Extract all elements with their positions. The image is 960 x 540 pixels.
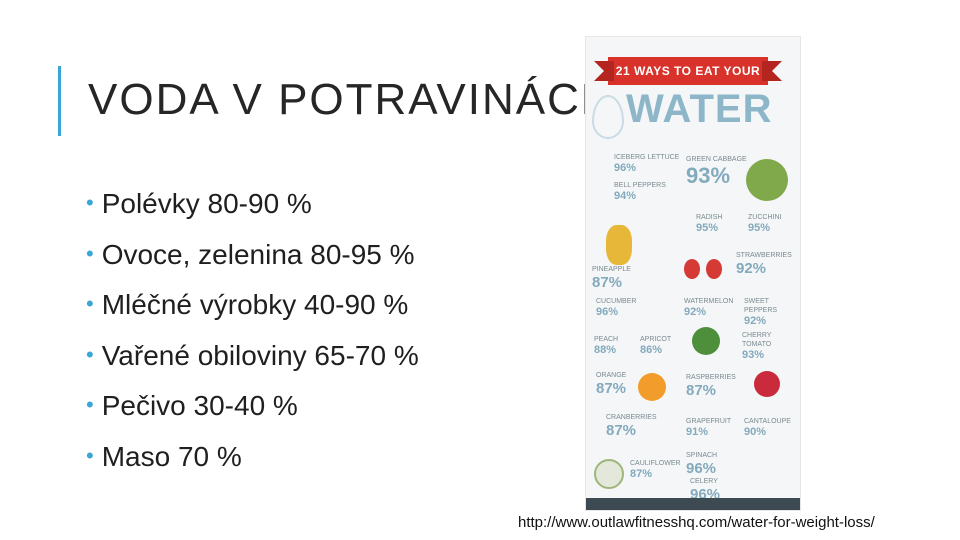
bullet-text: Maso 70 %: [101, 440, 242, 472]
infographic-item: PEACH 88%: [594, 336, 619, 356]
bullet-item: • Pečivo 30-40 %: [86, 382, 419, 433]
bullet-dot-icon: •: [86, 190, 94, 215]
infographic-item: CANTALOUPE 90%: [744, 418, 791, 438]
bullet-text: Ovoce, zelenina 80-95 %: [101, 238, 415, 270]
bullet-text: Vařené obiloviny 65-70 %: [101, 339, 419, 371]
source-link[interactable]: http://www.outlawfitnesshq.com/water-for…: [518, 514, 875, 531]
bullet-item: • Mléčné výrobky 40-90 %: [86, 281, 419, 332]
infographic-item: ZUCCHINI 95%: [748, 214, 782, 234]
infographic-item: BELL PEPPERS 94%: [614, 182, 666, 202]
bullet-dot-icon: •: [86, 392, 94, 417]
strawberry-icon: [684, 259, 700, 279]
infographic-item: APRICOT 86%: [640, 336, 672, 356]
bullet-dot-icon: •: [86, 341, 94, 367]
infographic-headline: WATER: [626, 87, 773, 131]
bullet-dot-icon: •: [86, 291, 94, 316]
infographic-item: PINEAPPLE 87%: [592, 266, 631, 291]
bullet-item: • Ovoce, zelenina 80-95 %: [86, 231, 419, 282]
bullet-text: Polévky 80-90 %: [101, 188, 312, 219]
infographic-item: CHERRY TOMATO 93%: [742, 332, 772, 361]
bullet-text: Mléčné výrobky 40-90 %: [101, 289, 409, 320]
slide-title: VODA V POTRAVINÁCH: [88, 75, 615, 124]
infographic-item: RASPBERRIES 87%: [686, 374, 736, 399]
strawberry-icon: [706, 259, 722, 279]
bullet-item: • Polévky 80-90 %: [86, 180, 419, 231]
watermelon-icon: [692, 327, 720, 355]
infographic-item: SWEET PEPPERS 92%: [744, 298, 778, 327]
infographic-item: CUCUMBER 96%: [596, 298, 637, 318]
raspberry-icon: [754, 371, 780, 397]
bullet-item: • Maso 70 %: [86, 433, 419, 484]
infographic-item: WATERMELON 92%: [684, 298, 734, 318]
infographic-footer-strip: [586, 498, 800, 510]
infographic-item: ORANGE 87%: [596, 372, 627, 397]
title-accent-bar: [58, 66, 61, 136]
orange-icon: [638, 373, 666, 401]
bullet-dot-icon: •: [86, 442, 94, 468]
bullet-dot-icon: •: [86, 240, 94, 266]
infographic-item: GREEN CABBAGE 93%: [686, 156, 747, 188]
infographic-item: STRAWBERRIES 92%: [736, 252, 792, 277]
infographic-item: SPINACH 96%: [686, 452, 718, 477]
bullet-list: • Polévky 80-90 % • Ovoce, zelenina 80-95 …: [86, 180, 419, 483]
bullet-item: • Vařené obiloviny 65-70 %: [86, 332, 419, 383]
water-infographic-image: 21 WAYS TO EAT YOUR WATER ICEBERG LETTUC…: [586, 37, 800, 510]
pineapple-icon: [606, 225, 632, 265]
infographic-item: ICEBERG LETTUCE 96%: [614, 154, 680, 174]
bullet-text: Pečivo 30-40 %: [101, 390, 298, 421]
infographic-item: CAULIFLOWER 87%: [630, 460, 681, 480]
infographic-item: RADISH 95%: [696, 214, 723, 234]
infographic-ribbon: 21 WAYS TO EAT YOUR: [594, 57, 782, 85]
water-drop-icon: [592, 95, 624, 139]
infographic-item: CRANBERRIES 87%: [606, 414, 657, 439]
infographic-item: GRAPEFRUIT 91%: [686, 418, 732, 438]
cauliflower-icon: [594, 459, 624, 489]
cabbage-icon: [746, 159, 788, 201]
